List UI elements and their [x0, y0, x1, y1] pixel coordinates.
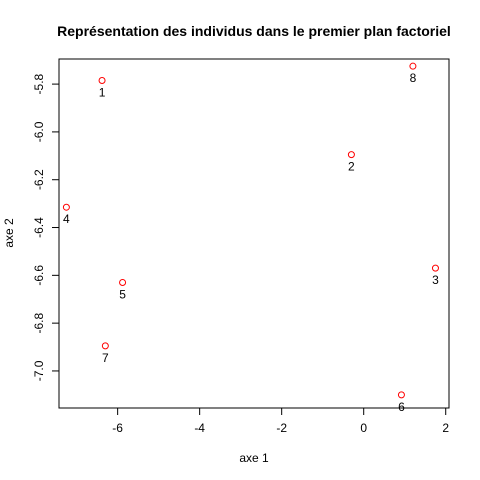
- point-label: 8: [410, 71, 417, 85]
- data-point: [119, 279, 127, 287]
- y-tick-label: -6.6: [32, 265, 46, 286]
- point-label: 1: [99, 86, 106, 100]
- x-tick-label: -2: [276, 421, 287, 435]
- point-label: 5: [119, 288, 126, 302]
- y-tick-label: -6.4: [32, 217, 46, 238]
- y-tick-label: -6.2: [32, 169, 46, 190]
- x-tick-label: 0: [360, 421, 367, 435]
- x-tick-label: -6: [112, 421, 123, 435]
- point-label: 6: [398, 400, 405, 414]
- y-axis-label: axe 2: [2, 218, 16, 248]
- point-label: 2: [348, 160, 355, 174]
- data-point: [409, 62, 417, 70]
- y-axis: -5.8 -6.0 -6.2 -6.4 -6.6 -6.8 -7.0: [32, 73, 59, 381]
- point-label: 4: [63, 212, 70, 226]
- data-point: [62, 203, 70, 211]
- x-tick-label: 2: [442, 421, 449, 435]
- y-tick-label: -6.0: [32, 121, 46, 142]
- chart-title: Représentation des individus dans le pre…: [57, 23, 451, 39]
- x-axis: -6 -4 -2 0 2: [112, 408, 449, 435]
- data-point: [101, 342, 109, 350]
- x-tick-label: -4: [194, 421, 205, 435]
- data-point: [98, 77, 106, 85]
- x-axis-label: axe 1: [239, 451, 269, 465]
- plot-frame: [58, 58, 450, 409]
- data-point: [431, 264, 439, 272]
- data-points: 1 2 3 4 5 6 7 8: [62, 62, 439, 414]
- data-point: [347, 151, 355, 159]
- data-point: [397, 391, 405, 399]
- y-tick-label: -6.8: [32, 312, 46, 333]
- y-tick-label: -7.0: [32, 360, 46, 381]
- point-label: 3: [432, 273, 439, 287]
- point-label: 7: [102, 351, 109, 365]
- y-tick-label: -5.8: [32, 73, 46, 94]
